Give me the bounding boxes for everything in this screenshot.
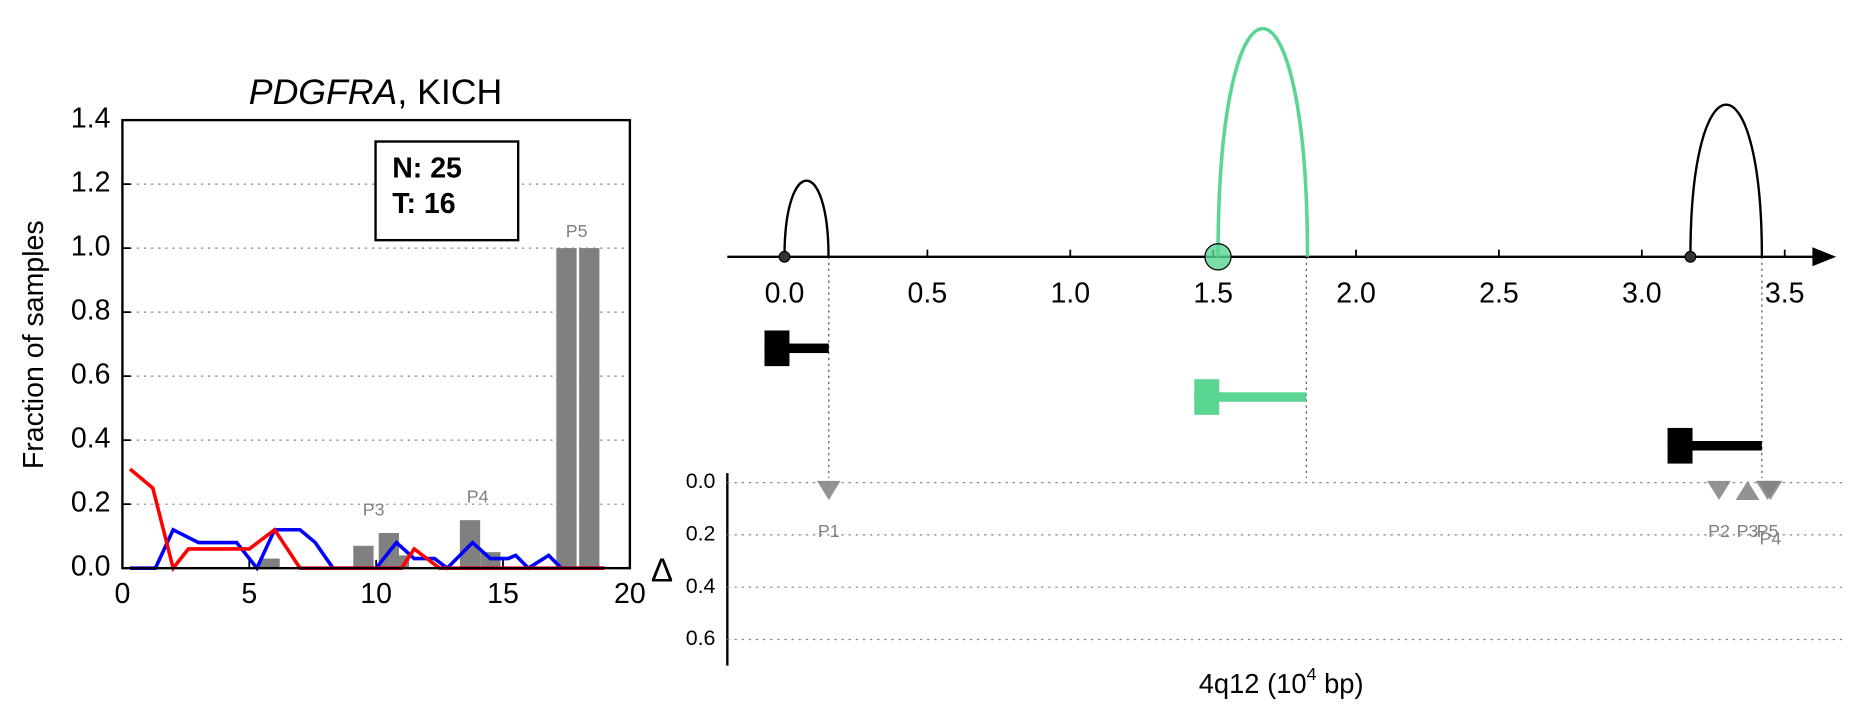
x-tick-label: 2.5	[1479, 277, 1519, 309]
gene-start-box	[1667, 427, 1693, 464]
arc	[1689, 103, 1764, 257]
y-tick-label: 0.0	[71, 551, 111, 583]
arc	[783, 179, 830, 257]
x-tick-label: 5	[241, 578, 257, 610]
line-series	[130, 527, 605, 572]
title-rest: , KICH	[397, 73, 502, 113]
y-tick-label: 0.4	[686, 574, 716, 598]
bar	[579, 248, 600, 569]
chart-title: PDGFRA, KICH	[249, 73, 502, 113]
y-tick-label: 1.0	[71, 231, 111, 263]
x-tick-label: 15	[487, 578, 519, 610]
gene-start-box	[1194, 379, 1220, 415]
x-tick-label: 0.5	[908, 277, 948, 309]
xlabel-main: 4q12 (10	[1199, 668, 1307, 699]
y-tick-label: 1.4	[71, 103, 111, 135]
x-tick-label: 20	[614, 578, 646, 610]
y-tick-label: 0.6	[686, 626, 716, 650]
y-tick-label: 0.6	[71, 359, 111, 391]
arc-start	[778, 250, 791, 263]
axes-frame	[121, 118, 632, 570]
point-label: P3	[1737, 521, 1759, 541]
point-label: P1	[818, 521, 840, 541]
x-tick-label: 1.5	[1193, 277, 1233, 309]
x-tick-label: 2.0	[1336, 277, 1376, 309]
delta-marker	[1735, 480, 1760, 500]
gene-body	[764, 343, 829, 354]
x-tick-label: 3.0	[1622, 277, 1662, 309]
axis-arrow	[1812, 247, 1837, 267]
y-tick-label: 1.2	[71, 167, 111, 199]
y-tick-label: 0.2	[686, 522, 716, 546]
arc-start	[1684, 250, 1697, 263]
stats-text: N: 25	[392, 153, 462, 185]
xlabel-end: bp)	[1317, 668, 1364, 699]
bar	[353, 545, 374, 569]
x-tick-label: 0	[114, 578, 130, 610]
annotation: P3	[363, 499, 385, 519]
point-label: P2	[1708, 521, 1730, 541]
delta-marker	[1755, 480, 1780, 500]
x-tick-label: 10	[360, 578, 392, 610]
gene-body	[1194, 392, 1307, 402]
bar	[556, 248, 577, 569]
annotation: P4	[467, 486, 489, 506]
delta-marker	[1707, 480, 1731, 500]
point-label: P4	[1760, 528, 1782, 548]
title-gene: PDGFRA	[249, 73, 398, 113]
stats-box	[374, 140, 520, 242]
annotation: P5	[566, 221, 588, 241]
delta-axis-label: Δ	[651, 553, 673, 590]
y-tick-label: 0.0	[686, 469, 716, 493]
y-tick-label: 0.4	[71, 423, 111, 455]
stats-text: T: 16	[392, 188, 455, 220]
gene-start-box	[764, 330, 790, 367]
y-tick-label: 0.2	[71, 487, 111, 519]
arc-start	[1204, 243, 1232, 271]
line-series	[128, 467, 605, 573]
bar	[259, 558, 280, 569]
x-tick-label: 1.0	[1050, 277, 1090, 309]
gene-body	[1667, 441, 1762, 451]
x-tick-label: 0.0	[765, 277, 805, 309]
y-tick-label: 0.8	[71, 295, 111, 327]
x-tick-label: 3.5	[1765, 277, 1805, 309]
x-axis-label: 4q12 (104 bp)	[1199, 664, 1364, 699]
arc	[1216, 27, 1310, 257]
delta-marker	[816, 480, 841, 500]
point-label: P5	[1757, 521, 1779, 541]
xlabel-sup: 4	[1307, 664, 1317, 684]
y-axis-label: Fraction of samples	[18, 220, 50, 469]
